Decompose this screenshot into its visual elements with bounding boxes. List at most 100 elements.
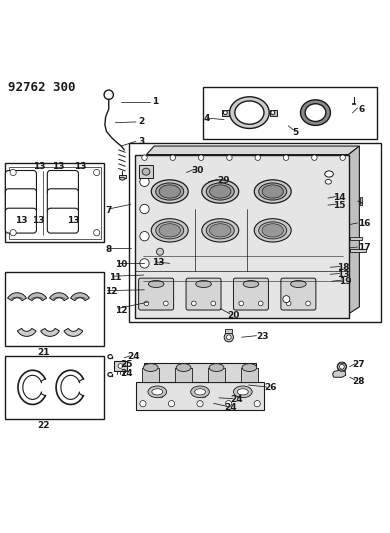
Ellipse shape: [206, 183, 234, 200]
FancyBboxPatch shape: [281, 278, 316, 310]
Polygon shape: [146, 146, 359, 155]
Circle shape: [197, 401, 203, 407]
Text: 23: 23: [256, 332, 269, 341]
Circle shape: [144, 301, 149, 306]
Ellipse shape: [195, 389, 206, 395]
Circle shape: [10, 169, 16, 175]
Text: 25: 25: [121, 360, 133, 369]
Circle shape: [159, 394, 163, 398]
Ellipse shape: [159, 185, 181, 198]
FancyBboxPatch shape: [5, 189, 36, 214]
Circle shape: [340, 365, 344, 369]
FancyBboxPatch shape: [186, 278, 221, 310]
FancyBboxPatch shape: [5, 208, 36, 233]
Circle shape: [10, 230, 16, 236]
Circle shape: [211, 301, 216, 306]
Text: 17: 17: [358, 244, 371, 252]
Bar: [9, 167, 101, 239]
Ellipse shape: [151, 180, 188, 203]
Text: 13: 13: [337, 270, 349, 279]
Text: 12: 12: [115, 305, 128, 314]
Circle shape: [140, 177, 149, 187]
Text: 13: 13: [74, 161, 87, 171]
Ellipse shape: [234, 386, 252, 398]
Bar: [269, 109, 277, 116]
Ellipse shape: [262, 224, 284, 237]
Ellipse shape: [243, 280, 259, 287]
Circle shape: [224, 333, 234, 342]
Ellipse shape: [206, 222, 234, 239]
Bar: [352, 102, 355, 104]
Wedge shape: [28, 293, 47, 301]
Circle shape: [118, 364, 123, 368]
Ellipse shape: [151, 219, 188, 242]
Ellipse shape: [254, 219, 291, 242]
Bar: [203, 86, 377, 139]
Circle shape: [254, 401, 260, 407]
Ellipse shape: [325, 171, 333, 177]
Ellipse shape: [152, 389, 163, 395]
Ellipse shape: [156, 183, 184, 200]
Circle shape: [140, 259, 149, 268]
Ellipse shape: [254, 180, 291, 203]
Ellipse shape: [242, 364, 257, 372]
Bar: [114, 361, 127, 370]
Text: 2: 2: [139, 117, 145, 126]
Circle shape: [306, 301, 310, 306]
Circle shape: [283, 296, 290, 303]
Bar: [225, 329, 232, 333]
Text: 92762 300: 92762 300: [8, 80, 75, 94]
Ellipse shape: [209, 224, 231, 237]
Circle shape: [271, 111, 275, 115]
Text: 1: 1: [152, 97, 158, 106]
Text: 13: 13: [32, 216, 45, 225]
FancyBboxPatch shape: [47, 171, 78, 196]
Bar: [222, 109, 229, 116]
Bar: [175, 368, 192, 382]
Wedge shape: [71, 293, 89, 301]
Polygon shape: [333, 370, 346, 377]
Polygon shape: [349, 146, 359, 314]
Circle shape: [283, 155, 289, 160]
Circle shape: [337, 362, 347, 372]
Text: 5: 5: [292, 128, 298, 137]
Circle shape: [163, 301, 168, 306]
Bar: [5, 356, 105, 419]
Ellipse shape: [142, 168, 150, 175]
Circle shape: [225, 401, 232, 407]
Ellipse shape: [176, 364, 191, 372]
Text: 24: 24: [127, 352, 140, 361]
Text: 24: 24: [121, 369, 133, 378]
Ellipse shape: [259, 183, 287, 200]
Text: 16: 16: [358, 219, 371, 228]
Circle shape: [239, 301, 244, 306]
Circle shape: [140, 204, 149, 214]
Wedge shape: [17, 328, 36, 336]
Text: 22: 22: [37, 421, 50, 430]
Ellipse shape: [120, 177, 125, 180]
Ellipse shape: [238, 389, 248, 395]
Ellipse shape: [148, 386, 167, 398]
Ellipse shape: [325, 180, 332, 184]
Bar: [5, 272, 105, 346]
Ellipse shape: [191, 386, 209, 398]
Wedge shape: [41, 328, 59, 336]
Ellipse shape: [156, 248, 163, 255]
Bar: [351, 248, 366, 252]
Circle shape: [140, 231, 149, 241]
Bar: [351, 237, 362, 240]
Text: 3: 3: [139, 137, 145, 146]
Ellipse shape: [259, 222, 287, 239]
Bar: [142, 368, 159, 382]
Bar: [135, 155, 349, 318]
Ellipse shape: [262, 185, 284, 198]
Circle shape: [340, 155, 346, 160]
Bar: [129, 143, 381, 322]
Text: 24: 24: [230, 395, 243, 404]
Circle shape: [168, 401, 175, 407]
FancyBboxPatch shape: [139, 278, 174, 310]
Circle shape: [202, 394, 206, 398]
Ellipse shape: [148, 280, 164, 287]
Ellipse shape: [305, 104, 326, 122]
Circle shape: [170, 155, 176, 160]
